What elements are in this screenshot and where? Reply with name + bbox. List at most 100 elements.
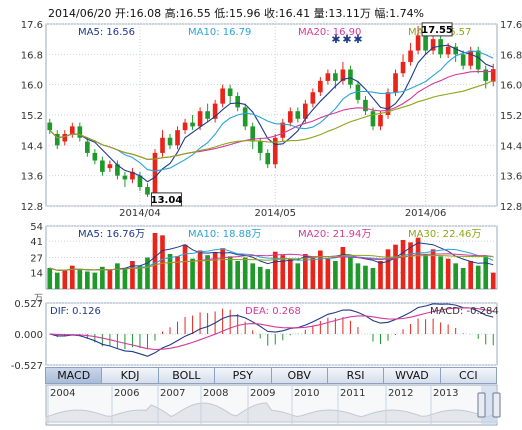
price-candle-body [310,92,316,104]
volume-bar [423,254,428,289]
volume-bar [378,261,383,289]
tab-cci[interactable]: CCI [459,369,478,382]
tab-psy[interactable]: PSY [215,368,272,383]
timeline-year-label: 2004 [50,388,75,399]
volume-legend-ma30: MA30: 22.46万 [408,229,481,240]
price-right-tick: 12.8 [500,202,522,213]
price-candle-body [280,122,286,138]
volume-bar [175,256,180,289]
timeline-year-label: 2009 [250,388,275,399]
volume-bar [122,268,128,289]
price-candle-body [355,84,361,100]
volume-bar [47,268,53,289]
volume-bar [287,258,293,289]
volume-bar [295,263,301,289]
macd-legend-dea: DEA: 0.268 [245,306,301,317]
price-candle-body [190,122,195,127]
volume-bar [438,256,443,289]
price-legend-ma20: MA20: 16.90 [298,27,361,38]
volume-bar [212,252,218,289]
price-right-tick: 17.6 [500,20,522,31]
volume-bar [340,247,346,289]
volume-bar [130,261,135,289]
timeline-left-handle[interactable] [477,392,486,418]
price-left-tick: 13.6 [21,172,43,183]
macd-tick: 0.000 [14,330,43,341]
price-candle-body [137,175,143,188]
tab-macd[interactable]: MACD [46,368,103,383]
price-candle-body [453,46,458,55]
volume-bar [325,258,331,289]
price-left-tick: 15.2 [21,111,43,122]
volume-bar [348,257,353,289]
volume-bar [182,244,188,289]
volume-bar [400,240,406,289]
price-candle-body [220,88,225,104]
volume-bar [92,272,98,289]
timeline-right-handle[interactable] [492,392,501,418]
volume-bar [115,263,120,289]
indicator-tabs: MACD KDJ BOLL PSY OBV RSI WVAD CCI [45,367,497,384]
price-left-tick: 14.4 [21,141,43,152]
macd-legend-macd: MACD: -0.284 [430,306,499,317]
price-candle-body [167,137,173,146]
price-candle-body [85,141,90,153]
price-candle-body [160,137,165,153]
volume-bar [460,268,466,289]
price-candle-body [107,164,113,169]
price-candle-body [77,126,83,138]
price-candle-body [69,126,75,134]
timeline-year-label: 2007 [160,388,185,399]
price-candle-body [242,107,248,127]
price-event-marker: ✱ [353,33,362,46]
volume-bar [77,269,83,289]
volume-bar [197,250,203,289]
price-left-tick: 12.8 [21,202,43,213]
volume-bar [145,257,150,289]
volume-bar [445,258,451,289]
price-candle-body [235,96,241,108]
price-ma10-line [49,50,494,172]
tab-obv[interactable]: OBV [272,368,328,383]
price-candle-body [393,73,398,93]
timeline-year-label: 2006 [114,388,139,399]
volume-bar [272,251,278,289]
price-month-label: 2014/04 [119,208,161,219]
volume-bar [355,263,361,289]
volume-bar [152,233,158,289]
volume-bar [85,271,90,289]
price-candle-body [212,103,218,119]
timeline-year-label: 2011 [340,388,365,399]
price-candle-body [490,69,496,82]
volume-bar [265,269,271,289]
price-candle-body [445,46,451,55]
timeline-year-label: 2012 [388,388,413,399]
price-candle-body [438,39,443,55]
volume-bar [167,254,173,289]
tab-boll[interactable]: BOLL [159,368,216,383]
price-month-label: 2014/05 [254,208,296,219]
price-high-label: 17.55 [421,25,453,36]
volume-bar [385,249,391,289]
tab-rsi[interactable]: RSI [328,368,385,383]
tab-kdj[interactable]: KDJ [102,368,159,383]
price-candle-body [385,92,391,115]
volume-bar [333,261,338,289]
volume-bar [310,256,316,289]
timeline-year-label: 2013 [433,388,458,399]
price-ma30-line [49,80,494,160]
volume-bar [107,270,113,289]
price-candle-body [363,99,368,112]
volume-bar [235,261,241,289]
price-candle-body [115,164,120,176]
tab-wvad[interactable]: WVAD [384,368,441,383]
price-legend-ma10: MA10: 16.79 [188,27,251,38]
price-candle-body [325,73,331,81]
volume-bar [220,248,225,289]
price-event-marker: ✱ [342,33,351,46]
price-right-tick: 15.2 [500,111,522,122]
price-right-tick: 13.6 [500,172,522,183]
price-candle-body [257,141,263,153]
price-candle-body [423,35,428,51]
